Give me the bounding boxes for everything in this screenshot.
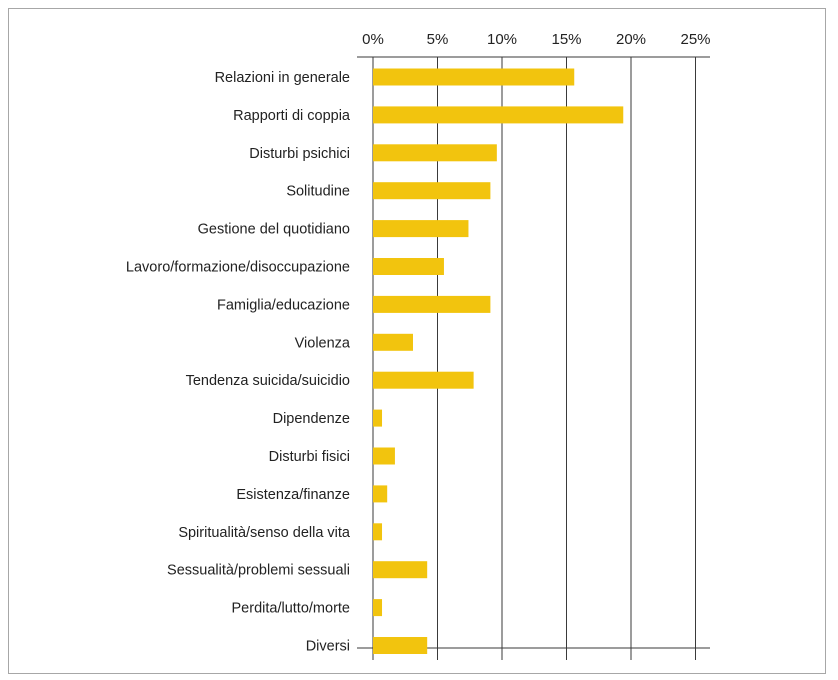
bar-layer (373, 68, 624, 654)
bar (373, 561, 428, 579)
bar (373, 485, 388, 503)
category-label: Solitudine (286, 184, 350, 200)
category-label: Sessualità/problemi sessuali (167, 563, 350, 579)
x-tick-label: 5% (427, 31, 449, 48)
bar (373, 144, 497, 162)
bar (373, 106, 624, 124)
bar (373, 333, 413, 351)
category-label: Disturbi fisici (269, 449, 350, 465)
bar (373, 447, 395, 465)
category-label: Esistenza/finanze (236, 487, 350, 503)
bar (373, 599, 383, 617)
label-layer: 0% 5% 10% 15% 20% 25% Relazioni in generale Rap… (126, 31, 711, 655)
category-label: Lavoro/formazione/disoccupazione (126, 260, 350, 276)
bar (373, 371, 474, 389)
bar (373, 258, 444, 275)
category-label: Rapporti di coppia (233, 108, 351, 124)
bar (373, 409, 383, 427)
bar (373, 295, 491, 313)
bar (373, 220, 469, 238)
category-label: Diversi (306, 639, 350, 655)
x-tick-label: 10% (487, 31, 517, 48)
category-label: Perdita/lutto/morte (232, 601, 350, 617)
category-label: Disturbi psichici (249, 146, 350, 162)
bar (373, 68, 575, 86)
category-label: Dipendenze (273, 411, 350, 427)
category-label: Famiglia/educazione (217, 297, 350, 313)
x-tick-label: 25% (680, 31, 710, 48)
category-label: Tendenza suicida/suicidio (186, 373, 350, 389)
category-label: Violenza (295, 335, 351, 351)
category-label: Relazioni in generale (215, 70, 350, 86)
x-tick-label: 0% (362, 31, 384, 48)
category-label: Spiritualità/senso della vita (178, 525, 351, 541)
category-label: Gestione del quotidiano (198, 222, 350, 238)
x-tick-label: 20% (616, 31, 646, 48)
x-tick-label: 15% (551, 31, 581, 48)
bar (373, 182, 491, 200)
bar (373, 523, 383, 541)
bar (373, 637, 428, 654)
